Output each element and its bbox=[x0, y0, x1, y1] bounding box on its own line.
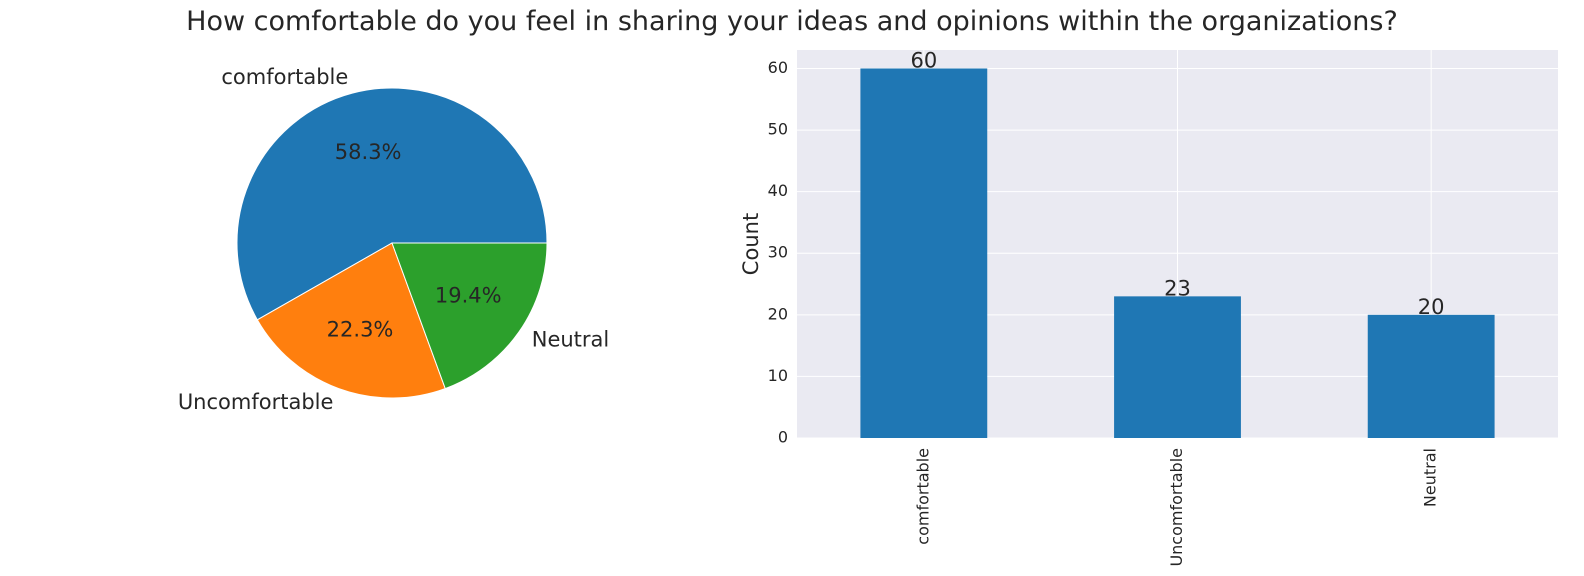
pie-slice-uncomfortable bbox=[256, 242, 446, 399]
pie-label-uncomfortable: Uncomfortable bbox=[178, 390, 334, 414]
pie-label-neutral: Neutral bbox=[532, 328, 610, 352]
data-label-neutral: 20 bbox=[1418, 295, 1445, 319]
x-tick-label-comfortable: comfortable bbox=[913, 448, 932, 545]
data-label-uncomfortable: 23 bbox=[1164, 276, 1191, 300]
pie-slice-neutral bbox=[391, 242, 548, 390]
y-tick-label: 0 bbox=[778, 428, 788, 447]
pie-percent-uncomfortable: 22.3% bbox=[327, 317, 394, 341]
pie-slice-comfortable bbox=[236, 87, 548, 321]
y-tick-label: 20 bbox=[768, 304, 788, 323]
bar-comfortable bbox=[860, 68, 988, 438]
y-tick-label: 10 bbox=[768, 366, 788, 385]
pie-percent-comfortable: 58.3% bbox=[335, 140, 402, 164]
y-tick-label: 40 bbox=[768, 181, 788, 200]
y-axis-label: Count bbox=[739, 213, 763, 275]
x-tick-label-neutral: Neutral bbox=[1421, 448, 1440, 507]
pie-chart: comfortable 58.3% Uncomfortable 22.3% Neutra… bbox=[178, 65, 609, 414]
bar-chart: 0 10 20 30 40 50 60 60 comfortable 23 Uncomfortabl… bbox=[739, 48, 1558, 567]
figure-title: How comfortable do you feel in sharing y… bbox=[186, 6, 1398, 37]
y-tick-label: 50 bbox=[768, 120, 788, 139]
y-tick-label: 60 bbox=[768, 58, 788, 77]
pie-percent-neutral: 19.4% bbox=[435, 283, 502, 307]
bar-neutral bbox=[1367, 314, 1495, 438]
x-tick-label-uncomfortable: Uncomfortable bbox=[1167, 448, 1186, 567]
pie-label-comfortable: comfortable bbox=[221, 65, 348, 89]
data-label-comfortable: 60 bbox=[910, 48, 937, 72]
y-tick-label: 30 bbox=[768, 243, 788, 262]
bar-uncomfortable bbox=[1114, 296, 1241, 438]
